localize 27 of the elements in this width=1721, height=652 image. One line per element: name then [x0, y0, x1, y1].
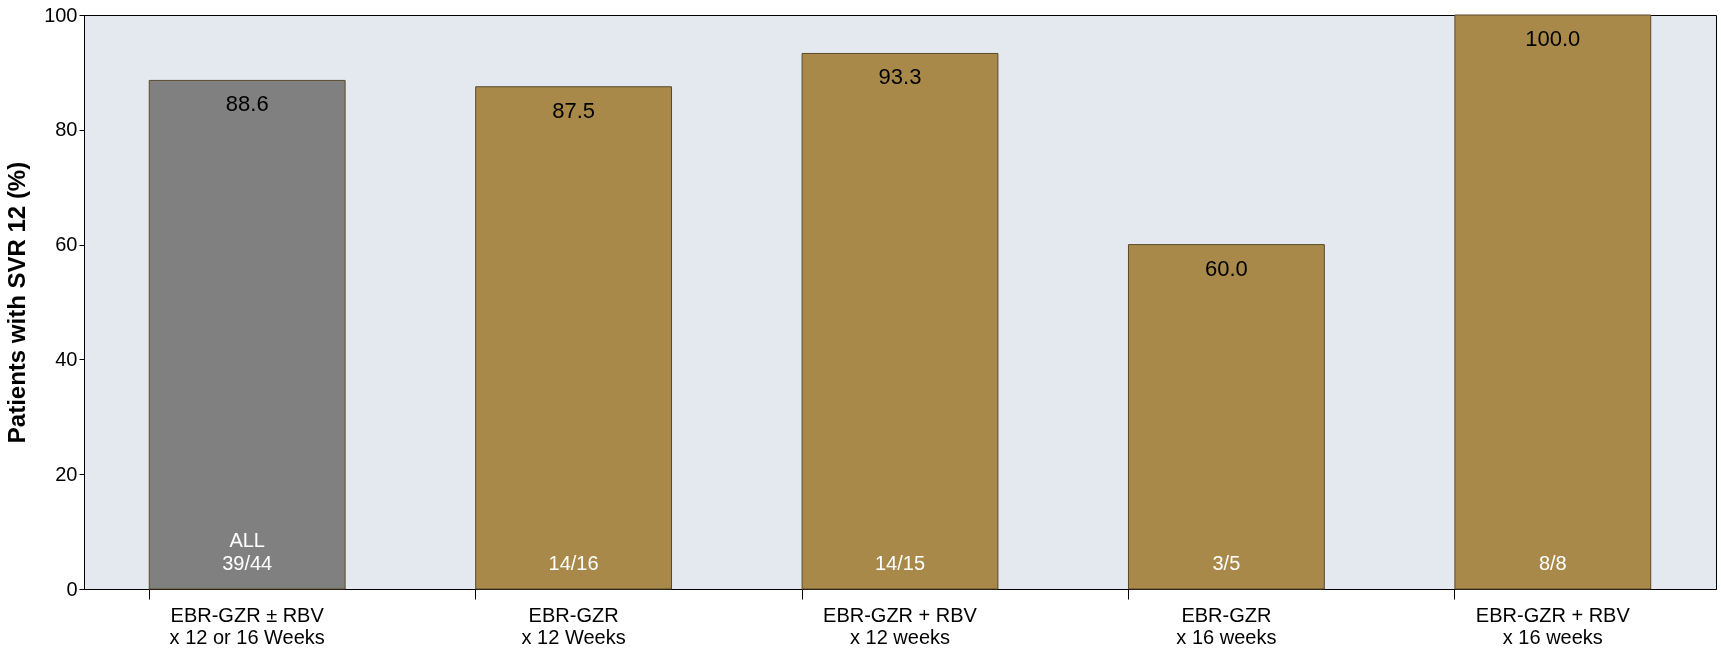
bar — [475, 86, 673, 590]
y-tick-label: 60 — [55, 233, 78, 256]
y-tick-label: 100 — [44, 3, 78, 26]
y-tick-label: 20 — [55, 462, 78, 485]
data-label: 87.5 — [552, 97, 596, 123]
data-label: 88.6 — [225, 91, 269, 117]
data-label: 60.0 — [1204, 255, 1248, 281]
bar — [1454, 14, 1652, 590]
y-axis-title: Patients with SVR 12 (%) — [3, 161, 31, 444]
bar — [801, 52, 999, 590]
annotation: 14/15 — [874, 552, 926, 574]
x-tick-label: EBR-GZR ± RBV x 12 or 16 Weeks — [169, 603, 325, 648]
annotation: 14/16 — [548, 552, 599, 574]
y-tick-label: 40 — [55, 347, 78, 370]
bar — [148, 79, 346, 590]
data-label: 93.3 — [878, 64, 922, 90]
annotation: ALL 39/44 — [222, 529, 273, 574]
annotation: 8/8 — [1538, 552, 1567, 574]
y-tick-label: 80 — [55, 118, 78, 141]
x-tick-label: EBR-GZR x 16 weeks — [1176, 603, 1277, 648]
bar — [1127, 244, 1325, 590]
y-tick-label: 0 — [66, 577, 78, 600]
annotation: 3/5 — [1212, 552, 1241, 574]
x-tick-label: EBR-GZR + RBV x 12 weeks — [823, 603, 978, 648]
data-label: 100.0 — [1525, 26, 1581, 51]
x-tick-label: EBR-GZR + RBV x 16 weeks — [1475, 603, 1631, 648]
x-tick-label: EBR-GZR x 12 Weeks — [521, 603, 626, 648]
